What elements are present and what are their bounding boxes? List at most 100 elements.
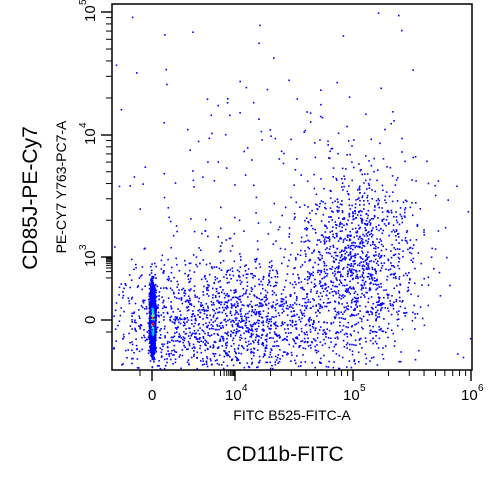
- event-dot: [154, 319, 156, 321]
- event-dot: [307, 319, 310, 321]
- event-dot: [214, 328, 217, 331]
- event-dot: [152, 299, 155, 301]
- event-dot: [248, 310, 251, 313]
- event-dot: [255, 336, 257, 339]
- event-dot: [175, 257, 177, 260]
- event-dot: [178, 335, 180, 338]
- event-dot: [252, 351, 254, 354]
- event-dot: [353, 344, 355, 346]
- event-dot: [273, 345, 276, 347]
- event-dot: [246, 362, 249, 364]
- event-dot: [177, 308, 179, 310]
- event-dot: [325, 336, 327, 338]
- event-dot: [369, 325, 371, 327]
- event-dot: [336, 336, 339, 338]
- event-dot: [193, 315, 196, 318]
- event-dot: [332, 350, 334, 352]
- event-dot: [250, 334, 253, 336]
- event-dot: [319, 292, 322, 294]
- event-dot: [188, 344, 191, 347]
- event-dot: [212, 352, 214, 355]
- event-dot: [185, 328, 187, 330]
- event-dot: [309, 307, 312, 309]
- event-dot: [175, 297, 178, 299]
- event-dot: [167, 340, 169, 343]
- event-dot: [383, 289, 385, 292]
- event-dot: [269, 361, 271, 364]
- event-dot: [396, 311, 398, 313]
- event-dot: [215, 318, 218, 320]
- event-dot: [295, 258, 297, 261]
- event-dot: [304, 324, 307, 327]
- event-dot: [290, 332, 292, 334]
- event-dot: [212, 296, 214, 299]
- event-dot: [203, 363, 206, 366]
- event-dot: [269, 284, 272, 287]
- event-dot: [131, 296, 134, 299]
- event-dot: [189, 297, 191, 300]
- event-dot: [254, 328, 257, 331]
- event-dot: [171, 339, 173, 342]
- event-dot: [245, 313, 247, 315]
- event-dot: [172, 311, 174, 313]
- event-dot: [311, 341, 314, 344]
- event-dot: [219, 338, 222, 340]
- event-dot: [292, 304, 294, 306]
- event-dot: [257, 343, 260, 345]
- event-dot: [239, 276, 241, 278]
- event-dot: [230, 314, 233, 317]
- event-dot: [170, 336, 173, 339]
- event-dot: [274, 333, 276, 335]
- event-dot: [151, 337, 153, 340]
- event-dot: [239, 279, 241, 282]
- event-dot: [372, 342, 374, 345]
- event-dot: [155, 277, 157, 279]
- event-dot: [249, 324, 252, 326]
- event-dot: [150, 304, 152, 307]
- event-dot: [144, 285, 146, 287]
- event-dot: [203, 285, 205, 288]
- event-dot: [243, 347, 245, 350]
- event-dot: [151, 321, 154, 324]
- event-dot: [213, 281, 216, 284]
- event-dot: [153, 361, 155, 363]
- event-dot: [152, 293, 154, 296]
- event-dot: [362, 328, 364, 330]
- event-dot: [185, 332, 188, 335]
- event-dot: [258, 278, 260, 281]
- event-dot: [250, 272, 252, 275]
- event-dot: [151, 336, 154, 339]
- event-dot: [214, 359, 217, 362]
- event-dot: [321, 344, 324, 346]
- event-dot: [178, 270, 181, 272]
- event-dot: [151, 332, 153, 335]
- event-dot: [218, 295, 221, 298]
- event-dot: [209, 335, 211, 337]
- event-dot: [309, 344, 312, 347]
- event-dot: [153, 336, 155, 338]
- event-dot: [238, 298, 240, 301]
- event-dot: [153, 316, 156, 319]
- event-dot: [281, 300, 284, 303]
- event-dot: [270, 266, 272, 269]
- event-dot: [138, 309, 140, 311]
- event-dot: [328, 346, 330, 349]
- event-dot: [265, 338, 268, 341]
- event-dot: [131, 321, 133, 323]
- event-dot: [148, 310, 151, 313]
- event-dot: [274, 309, 277, 312]
- event-dot: [154, 331, 156, 333]
- event-dot: [303, 315, 306, 317]
- event-dot: [154, 273, 156, 276]
- event-dot: [250, 329, 253, 331]
- event-dot: [173, 292, 175, 295]
- event-dot: [272, 301, 275, 303]
- event-dot: [152, 351, 155, 353]
- event-dot: [210, 334, 213, 336]
- event-dot: [246, 345, 248, 347]
- event-dot: [174, 332, 176, 334]
- event-dot: [226, 344, 228, 347]
- event-dot: [152, 333, 155, 335]
- event-dot: [316, 344, 318, 346]
- event-dot: [244, 315, 246, 317]
